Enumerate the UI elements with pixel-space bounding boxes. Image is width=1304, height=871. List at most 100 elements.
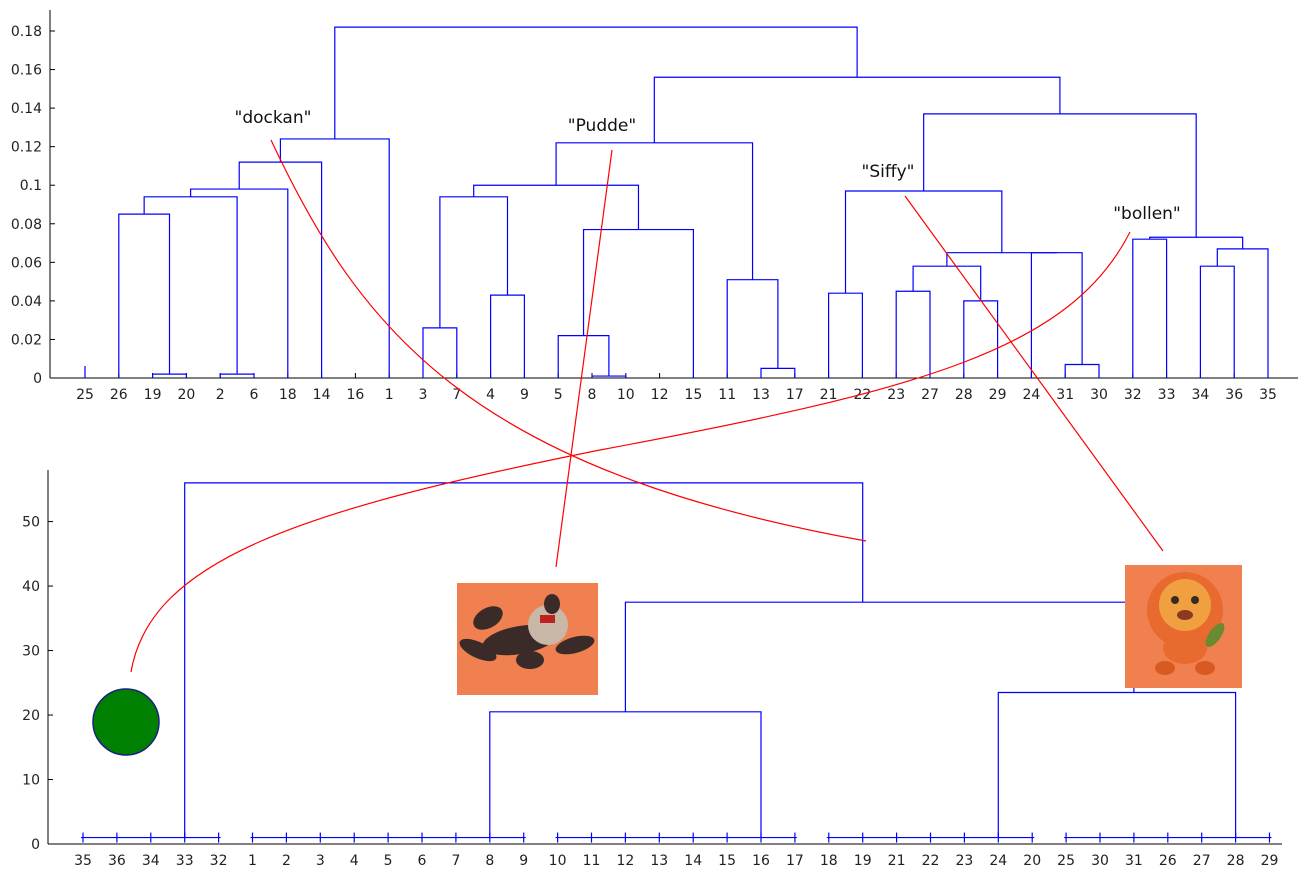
top-merge-link xyxy=(473,184,640,230)
bottom-leaf-label: 10 xyxy=(549,853,567,869)
top-merge-link xyxy=(219,373,255,378)
bottom-leaf-label: 23 xyxy=(955,853,973,869)
top-leaf-label: 17 xyxy=(786,387,804,403)
top-leaf-label: 14 xyxy=(313,387,331,403)
top-merge-link xyxy=(844,190,1003,294)
annotation-label: "dockan" xyxy=(235,108,312,128)
bottom-merge-link xyxy=(997,691,1237,838)
top-leaf-label: 12 xyxy=(651,387,669,403)
top-merge-link xyxy=(895,290,931,378)
bottom-leaf-label: 14 xyxy=(684,853,702,869)
bottom-leaf-label: 4 xyxy=(350,853,359,869)
top-leaf-label: 5 xyxy=(554,387,563,403)
bottom-y-tick-label: 20 xyxy=(22,708,40,724)
bottom-y-tick-label: 50 xyxy=(22,515,40,531)
top-merge-link xyxy=(422,327,458,378)
top-merge-link xyxy=(279,138,390,378)
top-leaf-label: 8 xyxy=(588,387,597,403)
bottom-y-tick-label: 10 xyxy=(22,773,40,789)
top-y-tick-label: 0.18 xyxy=(11,24,42,40)
top-y-tick-label: 0.1 xyxy=(20,178,42,194)
bottom-leaf-label: 24 xyxy=(989,853,1007,869)
bottom-leaf-label: 25 xyxy=(1057,853,1075,869)
bottom-leaf-label: 3 xyxy=(316,853,325,869)
bottom-leaf-label: 33 xyxy=(176,853,194,869)
top-leaf-label: 16 xyxy=(346,387,364,403)
top-leaf-label: 34 xyxy=(1191,387,1209,403)
top-leaf-label: 25 xyxy=(76,387,94,403)
bottom-leaf-label: 26 xyxy=(1159,853,1177,869)
bottom-leaf-label: 28 xyxy=(1227,853,1245,869)
top-leaf-label: 28 xyxy=(955,387,973,403)
top-merge-link xyxy=(557,334,610,378)
bottom-leaf-label: 5 xyxy=(384,853,393,869)
top-leaf-label: 31 xyxy=(1056,387,1074,403)
annotation-line xyxy=(904,195,1164,552)
top-merge-link xyxy=(152,373,187,378)
bottom-leaf-label: 1 xyxy=(248,853,257,869)
top-leaf-label: 32 xyxy=(1124,387,1142,403)
top-leaf-label: 35 xyxy=(1259,387,1277,403)
top-leaf-label: 29 xyxy=(989,387,1007,403)
bottom-leaf-label: 22 xyxy=(922,853,940,869)
top-y-tick-label: 0 xyxy=(33,371,42,387)
top-leaf-label: 21 xyxy=(820,387,838,403)
top-merge-link xyxy=(963,300,999,378)
top-leaf-label: 22 xyxy=(853,387,871,403)
bottom-merge-link xyxy=(489,711,762,838)
top-leaf-label: 19 xyxy=(144,387,162,403)
top-leaf-label: 6 xyxy=(250,387,259,403)
bottom-leaf-label: 30 xyxy=(1091,853,1109,869)
bottom-merge-link xyxy=(624,601,1135,712)
top-leaf-label: 1 xyxy=(385,387,394,403)
top-y-tick-label: 0.08 xyxy=(11,217,42,233)
top-merge-link xyxy=(334,26,858,139)
bottom-y-tick-label: 40 xyxy=(22,579,40,595)
top-merge-link xyxy=(439,196,509,328)
top-merge-link xyxy=(582,228,694,378)
annotation-group: "dockan" "Pudde" "Siffy" "bollen" xyxy=(130,108,1181,673)
top-leaf-label: 11 xyxy=(718,387,736,403)
top-leaf-label: 15 xyxy=(684,387,702,403)
top-leaf-label: 27 xyxy=(921,387,939,403)
annotation-line xyxy=(270,139,867,542)
top-leaf-label: 23 xyxy=(887,387,905,403)
bottom-leaf-label: 13 xyxy=(650,853,668,869)
annotation-label: "bollen" xyxy=(1113,204,1181,224)
top-leaf-label: 24 xyxy=(1022,387,1040,403)
top-merge-link xyxy=(490,294,525,378)
top-leaf-label: 9 xyxy=(520,387,529,403)
top-y-tick-label: 0.04 xyxy=(11,294,42,310)
annotation-label: "Siffy" xyxy=(862,162,915,182)
top-leaf-label: 3 xyxy=(419,387,428,403)
top-leaf-label: 30 xyxy=(1090,387,1108,403)
top-merge-link xyxy=(1064,363,1100,378)
top-merge-link xyxy=(238,161,323,378)
plush-animal-photo xyxy=(457,583,598,695)
top-y-tick-label: 0.02 xyxy=(11,332,42,348)
top-merge-link xyxy=(1132,238,1168,378)
top-merge-link xyxy=(1199,265,1235,378)
bottom-leaf-label: 15 xyxy=(718,853,736,869)
top-merge-link xyxy=(555,142,754,280)
top-y-tick-label: 0.06 xyxy=(11,255,42,271)
bottom-leaf-label: 32 xyxy=(210,853,228,869)
top-merge-link xyxy=(118,213,171,378)
bottom-leaf-label: 8 xyxy=(485,853,494,869)
annotation-line xyxy=(555,149,613,568)
bottom-leaf-label: 29 xyxy=(1261,853,1279,869)
top-leaf-label: 36 xyxy=(1225,387,1243,403)
top-leaf-label: 26 xyxy=(110,387,128,403)
top-leaf-label: 20 xyxy=(177,387,195,403)
bottom-leaf-label: 16 xyxy=(752,853,770,869)
bottom-leaf-label: 27 xyxy=(1193,853,1211,869)
top-y-tick-label: 0.12 xyxy=(11,140,42,156)
bottom-merge-link xyxy=(184,482,864,838)
bottom-leaf-label: 35 xyxy=(74,853,92,869)
plush-lion-photo xyxy=(1125,565,1242,688)
top-leaf-label: 13 xyxy=(752,387,770,403)
top-merge-link xyxy=(726,279,779,378)
bottom-leaf-label: 11 xyxy=(583,853,601,869)
